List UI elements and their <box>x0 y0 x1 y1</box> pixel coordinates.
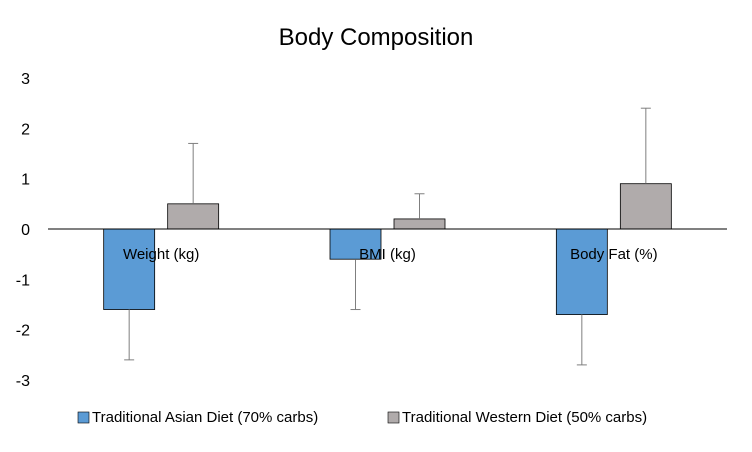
bar-asian-0 <box>103 228 156 310</box>
category-label: Weight (kg) <box>123 246 199 263</box>
category-labels: Weight (kg) BMI (kg) Body Fat (%) <box>123 246 658 263</box>
legend-swatch-western <box>387 411 400 424</box>
legend-label-asian: Traditional Asian Diet (70% carbs) <box>92 409 318 426</box>
chart-title: Body Composition <box>279 24 474 51</box>
bar-asian-2 <box>555 228 608 315</box>
y-tick-label: -2 <box>16 323 30 340</box>
legend-label-western: Traditional Western Diet (50% carbs) <box>402 409 647 426</box>
bar-western-0 <box>167 203 220 230</box>
legend-swatch-asian <box>77 411 90 424</box>
y-tick-label: -1 <box>16 272 30 289</box>
bar-western-1 <box>393 218 446 230</box>
y-tick-label: -3 <box>16 373 30 390</box>
y-tick-label: 1 <box>21 172 30 189</box>
y-tick-label: 0 <box>21 222 30 239</box>
y-tick-label: 2 <box>21 121 30 138</box>
category-label: Body Fat (%) <box>570 246 658 263</box>
bar-western-2 <box>619 183 672 230</box>
category-label: BMI (kg) <box>359 246 416 263</box>
error-bars-group <box>124 107 651 366</box>
y-axis: 3 2 1 0 -1 -2 -3 <box>16 71 30 390</box>
legend: Traditional Asian Diet (70% carbs) Tradit… <box>77 409 647 426</box>
y-tick-label: 3 <box>21 71 30 88</box>
